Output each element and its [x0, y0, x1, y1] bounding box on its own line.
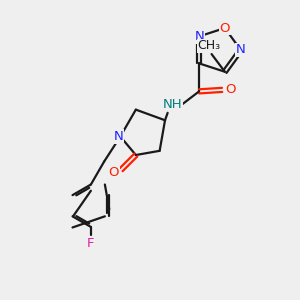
Text: F: F	[87, 237, 94, 250]
Text: CH₃: CH₃	[198, 39, 221, 52]
Text: O: O	[220, 22, 230, 34]
Text: N: N	[236, 44, 246, 56]
Text: N: N	[194, 30, 204, 43]
Text: N: N	[114, 130, 124, 143]
Text: NH: NH	[163, 98, 182, 110]
Text: O: O	[225, 83, 236, 96]
Text: O: O	[109, 166, 119, 179]
